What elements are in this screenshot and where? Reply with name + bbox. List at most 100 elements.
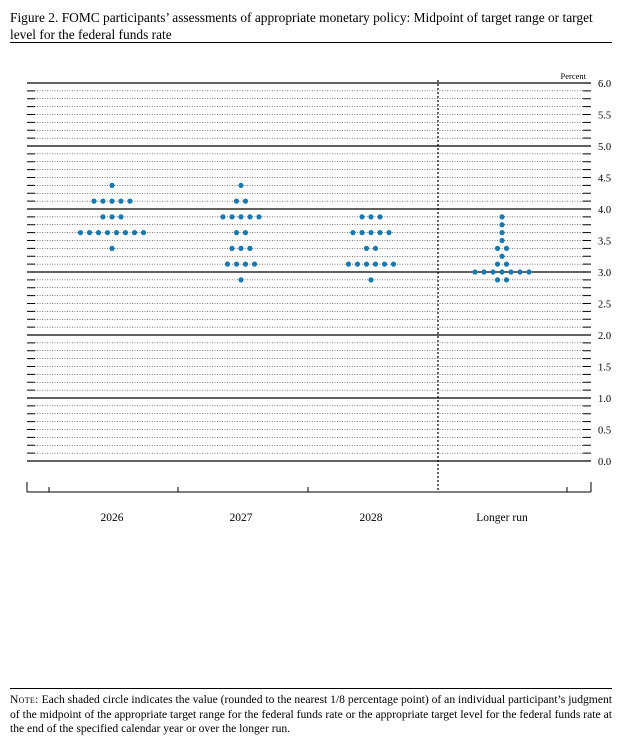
- participant-dot: [359, 230, 365, 236]
- participant-dot: [363, 245, 370, 251]
- figure-title: Figure 2. FOMC participants’ assessments…: [10, 10, 593, 42]
- y-tick-label: 0.5: [598, 426, 611, 437]
- y-tick-label: 3.5: [598, 237, 611, 248]
- note-lead: Note:: [10, 693, 39, 706]
- participant-dot: [91, 198, 97, 204]
- participant-dot: [220, 214, 226, 220]
- category-label-layer: 2026 2027 2028 Longer run: [101, 512, 528, 524]
- participant-dot: [359, 214, 365, 220]
- participant-dot: [499, 269, 505, 275]
- x-category-label: 2028: [360, 512, 383, 524]
- participant-dot: [95, 230, 102, 236]
- participant-dot: [381, 261, 388, 267]
- y-tick-label: 6.0: [598, 79, 611, 90]
- participant-dot: [242, 198, 249, 204]
- participant-dot: [233, 230, 240, 236]
- y-tick-label: 4.5: [598, 174, 611, 185]
- y-tick-label: 2.5: [598, 300, 611, 311]
- participant-dot: [499, 237, 505, 244]
- participant-dot: [109, 198, 115, 204]
- participant-dot: [345, 261, 352, 267]
- y-axis-unit-label: Percent: [561, 71, 587, 81]
- participant-dot: [104, 230, 111, 236]
- participant-dot: [499, 214, 505, 220]
- x-category-label: 2027: [230, 512, 253, 524]
- participant-dot: [109, 245, 115, 251]
- y-tick-label: 1.0: [598, 394, 611, 405]
- participant-dot: [229, 245, 235, 251]
- participant-dot: [526, 269, 532, 275]
- participant-dot: [390, 261, 397, 267]
- participant-dot: [503, 277, 510, 283]
- participant-dot: [238, 214, 244, 220]
- participant-dot: [256, 214, 262, 220]
- participant-dot: [368, 230, 374, 236]
- participant-dot: [494, 245, 501, 251]
- participant-dot: [233, 261, 240, 267]
- title-rule: [10, 42, 612, 43]
- participant-dot: [494, 261, 501, 267]
- participant-dot: [494, 277, 501, 283]
- participant-dot: [77, 230, 84, 236]
- participant-dot: [118, 198, 124, 204]
- participant-dot: [100, 214, 106, 220]
- participant-dot: [238, 245, 244, 251]
- participant-dot: [517, 269, 523, 275]
- participant-dot: [503, 245, 510, 251]
- participant-dot: [140, 230, 147, 236]
- participant-dot: [118, 214, 124, 220]
- x-category-label: 2026: [101, 512, 124, 524]
- participant-dot: [242, 230, 249, 236]
- participant-dot: [251, 261, 258, 267]
- y-tick-label: 5.0: [598, 142, 611, 153]
- participant-dot: [472, 269, 478, 275]
- participant-dot: [131, 230, 138, 236]
- participant-dot: [372, 261, 379, 267]
- participant-dot: [233, 198, 240, 204]
- participant-dot: [368, 214, 374, 220]
- participant-dot: [499, 253, 505, 259]
- participant-dot: [377, 230, 383, 236]
- participant-dot: [503, 261, 510, 267]
- participant-dot: [363, 261, 370, 267]
- participant-dot: [247, 214, 253, 220]
- figure-note: Note: Each shaded circle indicates the v…: [10, 693, 612, 737]
- participant-dot: [122, 230, 129, 236]
- x-category-label: Longer run: [476, 512, 528, 524]
- participant-dot: [242, 261, 249, 267]
- participant-dot: [481, 269, 487, 275]
- participant-dot: [350, 230, 356, 236]
- y-tick-label: 4.0: [598, 205, 611, 216]
- participant-dot: [247, 245, 253, 251]
- participant-dot: [490, 269, 496, 275]
- participant-dot: [229, 214, 235, 220]
- participant-dot: [377, 214, 383, 220]
- participant-dot: [368, 277, 374, 283]
- participant-dot: [109, 214, 115, 220]
- y-tick-label: 2.0: [598, 331, 611, 342]
- participant-dot: [372, 245, 379, 251]
- participant-dot: [499, 230, 505, 236]
- y-tick-label: 0.0: [598, 457, 611, 468]
- grid-layer: [27, 82, 591, 462]
- participant-dot: [238, 277, 244, 283]
- y-tick-label: 3.0: [598, 268, 611, 279]
- participant-dot: [100, 198, 106, 204]
- participant-dot: [127, 198, 133, 204]
- participant-dot: [386, 230, 392, 236]
- dot-layer: [77, 182, 532, 283]
- participant-dot: [238, 182, 244, 188]
- participant-dot: [113, 230, 120, 236]
- axis-layer: [26, 82, 592, 493]
- note-rule: [10, 688, 612, 689]
- participant-dot: [499, 222, 505, 228]
- participant-dot: [109, 182, 115, 188]
- y-tick-label: 5.5: [598, 111, 611, 122]
- note-text: Each shaded circle indicates the value (…: [10, 693, 612, 736]
- participant-dot: [86, 230, 93, 236]
- y-tick-label: 1.5: [598, 363, 611, 374]
- participant-dot: [508, 269, 514, 275]
- participant-dot: [354, 261, 361, 267]
- tick-label-layer: 0.0 0.5 1.0 1.5 2.0 2.5 3.0 3.5 4.0 4.5 5.0 5.5 6.0: [598, 79, 611, 468]
- participant-dot: [224, 261, 231, 267]
